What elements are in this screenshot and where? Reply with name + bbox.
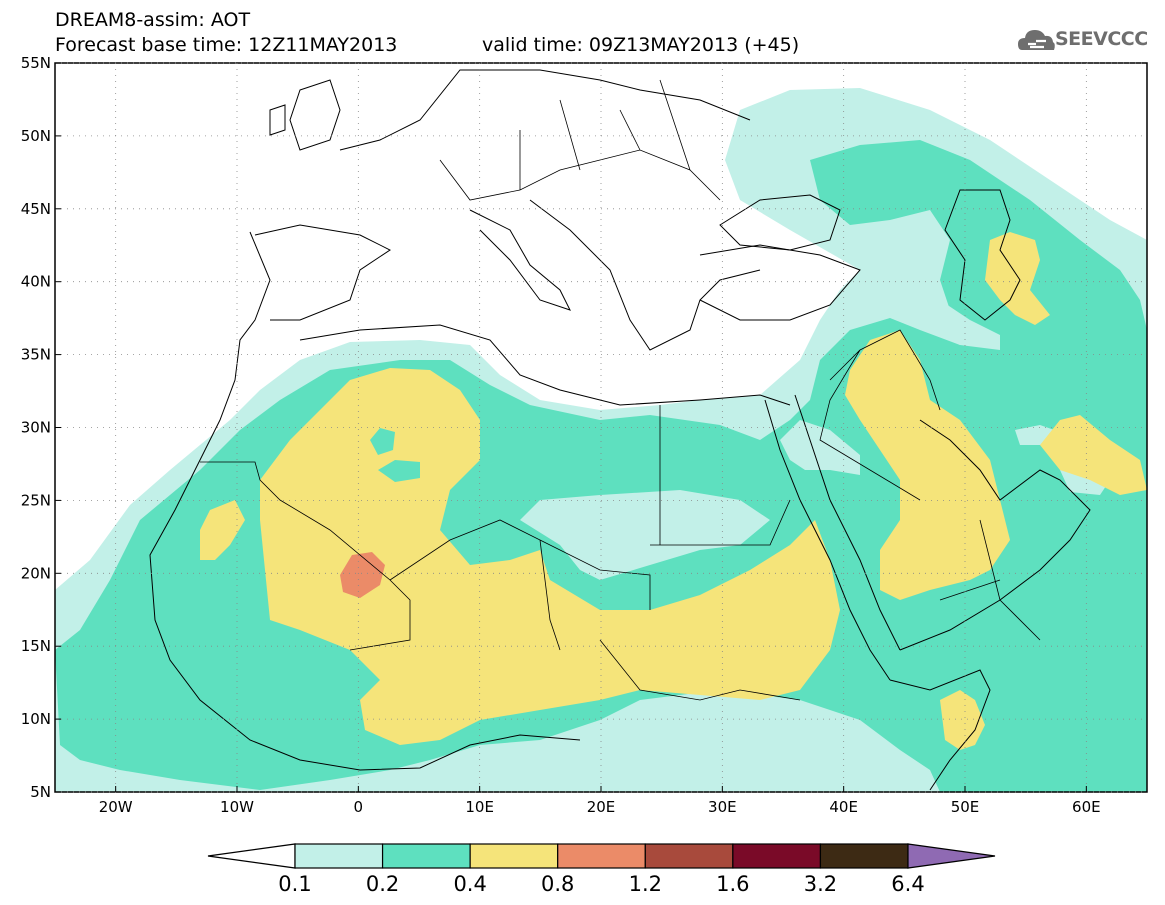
lon-tick-label: 40E — [829, 798, 858, 816]
colorbar-segment — [819, 843, 909, 869]
colorbar-min-arrow — [207, 843, 296, 869]
lon-tick-label: 0 — [354, 798, 364, 816]
aot-contour-0.4-westsahara — [200, 500, 245, 560]
colorbar-label: 3.2 — [803, 872, 838, 896]
colorbar-segment — [732, 843, 822, 869]
coast-europe-north — [339, 69, 751, 151]
lat-tick-label: 50N — [21, 127, 51, 145]
colorbar — [207, 843, 996, 869]
coast-black-sea — [719, 194, 841, 251]
border-europe — [439, 79, 721, 201]
aot-contour-0.4-horn — [940, 690, 985, 750]
lon-tick-label: 20W — [99, 798, 133, 816]
coastlines — [149, 69, 1091, 791]
lat-tick-label: 10N — [21, 710, 51, 728]
colorbar-label: 0.4 — [453, 872, 487, 896]
title-line-1: DREAM8-assim: AOT — [55, 9, 251, 31]
aot-mid-patch-algeria — [378, 460, 420, 482]
colorbar-label: 0.2 — [365, 872, 400, 896]
coast-turkey — [699, 244, 861, 321]
aot-mid-patch-atlas — [370, 428, 395, 455]
aot-contour-0.4-caspian — [985, 232, 1050, 325]
lat-tick-label: 40N — [21, 273, 51, 291]
colorbar-segment — [644, 843, 734, 869]
valid-time: valid time: 09Z13MAY2013 (+45) — [482, 34, 800, 56]
coast-balkans-greece — [529, 199, 761, 351]
colorbar-label: 0.1 — [278, 872, 312, 896]
coast-caspian — [944, 189, 1021, 321]
forecast-base-time: Forecast base time: 12Z11MAY2013 — [55, 34, 398, 56]
coast-red-sea — [764, 394, 901, 681]
colorbar-label: 6.4 — [891, 872, 925, 896]
lon-tick-label: 50E — [951, 798, 980, 816]
aot-contour-0.4-arabia — [845, 330, 1010, 600]
coast-horn-africa — [889, 669, 991, 791]
colorbar-label: 0.8 — [541, 872, 575, 896]
lat-tick-label: 25N — [21, 491, 51, 509]
aot-field — [55, 88, 1147, 792]
colorbar-label: 1.2 — [628, 872, 662, 896]
lon-tick-label: 30E — [708, 798, 737, 816]
aot-contour-0.8-mali — [340, 552, 385, 598]
lat-tick-label: 45N — [21, 200, 51, 218]
lat-tick-label: 35N — [21, 346, 51, 364]
aot-low-patch-turkey — [910, 300, 1000, 350]
lon-tick-label: 10E — [465, 798, 494, 816]
lat-tick-label: 5N — [30, 783, 51, 801]
border-middle-east — [819, 329, 1041, 641]
lat-tick-label: 15N — [21, 637, 51, 655]
aot-contour-0.4-gulf-east — [1040, 415, 1147, 495]
colorbar-segment — [294, 843, 384, 869]
lat-tick-label: 55N — [21, 54, 51, 72]
aot-low-patch-libya-egypt — [520, 490, 770, 580]
cloud-logo-icon — [1018, 30, 1055, 50]
coast-west-africa — [149, 231, 581, 771]
axis-ticks: 20W 10W 0 10E 20E 30E 40E 50E 60E 5N 10N 15N 20N 25N 3… — [21, 54, 1101, 816]
logo-text: SEEVCCC — [1055, 28, 1148, 50]
lon-tick-label: 10W — [220, 798, 254, 816]
lat-tick-label: 20N — [21, 564, 51, 582]
coast-britain — [269, 79, 341, 151]
colorbar-label: 1.6 — [716, 872, 750, 896]
lon-tick-label: 60E — [1072, 798, 1101, 816]
coast-arabia — [899, 419, 1091, 651]
coast-north-africa — [299, 324, 791, 406]
aot-low-patch-sinai — [780, 420, 860, 475]
coast-italy — [469, 209, 571, 311]
border-sahel — [200, 405, 801, 701]
graticule — [55, 62, 1147, 793]
colorbar-segment — [381, 843, 471, 869]
lat-tick-label: 30N — [21, 419, 51, 437]
coast-iberia — [254, 224, 391, 321]
colorbar-segment — [469, 843, 559, 869]
lon-tick-label: 20E — [587, 798, 616, 816]
colorbar-segment — [557, 843, 646, 869]
colorbar-max-arrow — [907, 843, 996, 869]
